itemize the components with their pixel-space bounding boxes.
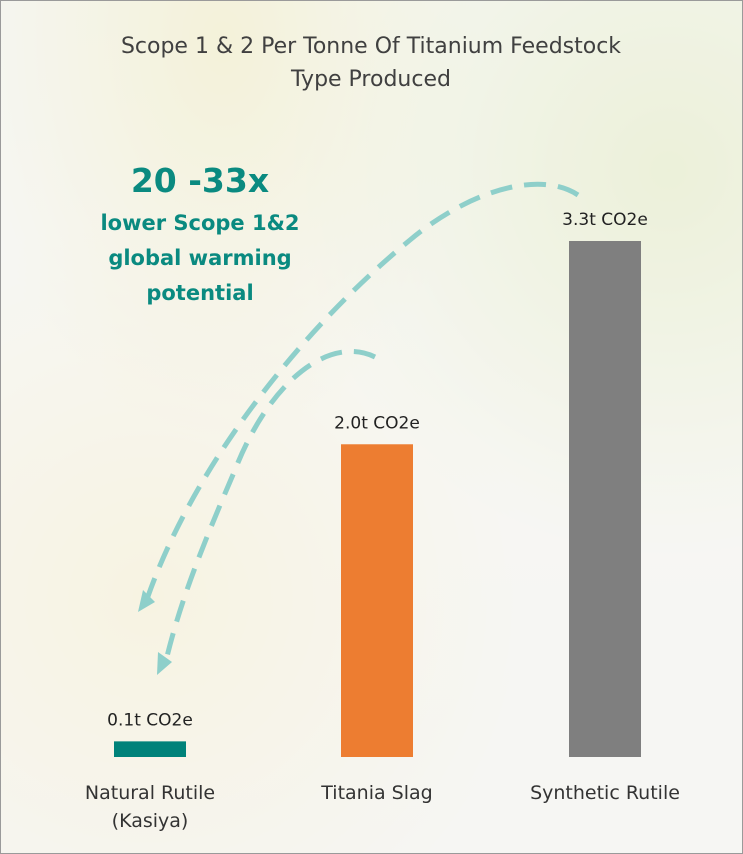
- chart-title: Scope 1 & 2 Per Tonne Of Titanium Feedst…: [120, 34, 622, 92]
- annotation: lower Scope 1&2 global warming potential: [100, 211, 300, 305]
- x-tick-label: Synthetic Rutile: [530, 782, 680, 804]
- bar: [569, 241, 641, 757]
- x-tick-label: Natural Rutile (Kasiya): [84, 782, 216, 832]
- value-label: 2.0t CO2e: [334, 413, 420, 433]
- arrow-head: [138, 590, 155, 612]
- arrow-head: [157, 652, 172, 675]
- arrows: [142, 181, 580, 666]
- bar: [114, 741, 186, 757]
- bar: [341, 444, 413, 757]
- arrow-curve: [162, 349, 377, 666]
- annotation: 20 -33x: [130, 161, 270, 200]
- value-label: 3.3t CO2e: [562, 210, 648, 230]
- value-label: 0.1t CO2e: [107, 710, 193, 730]
- x-tick-label: Titania Slag: [321, 782, 433, 804]
- arrow-curve: [142, 181, 580, 606]
